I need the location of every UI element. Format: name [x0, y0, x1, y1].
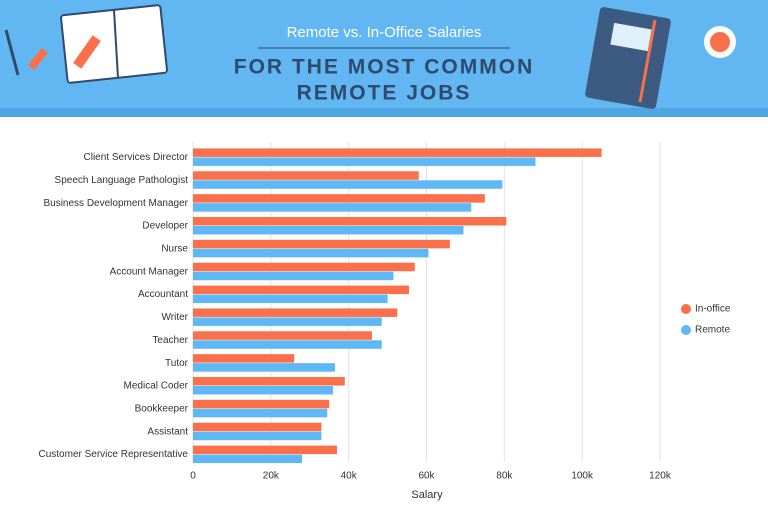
legend-label: Remote: [695, 325, 730, 336]
bar: [193, 271, 394, 281]
x-axis-label: Salary: [411, 489, 443, 501]
bar: [193, 399, 330, 409]
chart-title: Remote vs. In-Office Salaries: [287, 24, 482, 41]
x-tick-label: 40k: [341, 471, 358, 482]
chart-subtitle: REMOTE JOBS: [297, 82, 472, 105]
y-tick-label: Bookkeeper: [135, 403, 189, 414]
y-tick-label: Teacher: [152, 335, 188, 346]
y-tick-label: Business Development Manager: [43, 198, 188, 209]
bar: [193, 354, 295, 363]
bar: [193, 422, 322, 432]
x-tick-label: 20k: [263, 471, 280, 482]
bar: [193, 217, 507, 226]
decor-book: [585, 7, 736, 109]
bar: [193, 340, 382, 349]
x-tick-label: 120k: [649, 471, 672, 482]
bar: [193, 386, 334, 395]
bar: [193, 377, 345, 386]
bar: [193, 294, 388, 304]
x-tick-label: 100k: [571, 471, 594, 482]
y-tick-label: Customer Service Representative: [38, 449, 188, 460]
x-tick-label: 60k: [418, 471, 435, 482]
y-tick-label: Tutor: [165, 358, 189, 369]
y-tick-label: Developer: [142, 221, 188, 232]
x-tick-label: 80k: [496, 471, 513, 482]
bar: [193, 408, 328, 418]
bar: [193, 262, 415, 272]
bar: [193, 239, 450, 249]
y-tick-label: Assistant: [147, 426, 188, 437]
bar: [193, 331, 373, 340]
bar: [193, 171, 419, 180]
legend-label: In-office: [695, 304, 731, 315]
legend-swatch: [681, 304, 691, 314]
bar: [193, 203, 472, 212]
y-tick-label: Accountant: [138, 289, 188, 300]
bar: [193, 308, 398, 317]
bar: [193, 180, 503, 189]
bar: [193, 194, 485, 203]
bar: [193, 248, 429, 258]
bar: [193, 148, 602, 157]
header-shadow: [0, 108, 768, 117]
decor-notebook: [4, 4, 168, 84]
y-tick-label: Nurse: [161, 243, 188, 254]
bar: [193, 363, 336, 372]
y-tick-label: Account Manager: [110, 266, 189, 277]
y-tick-label: Speech Language Pathologist: [55, 175, 189, 186]
y-tick-label: Writer: [162, 312, 189, 323]
bar: [193, 317, 382, 326]
bar: [193, 431, 322, 441]
y-tick-label: Client Services Director: [84, 152, 189, 163]
legend-swatch: [681, 325, 691, 335]
bar: [193, 285, 409, 295]
bar: [193, 454, 302, 464]
bar: [193, 226, 464, 235]
chart-subtitle: FOR THE MOST COMMON: [234, 56, 534, 79]
x-tick-label: 0: [190, 471, 196, 482]
bar: [193, 445, 337, 455]
bar: [193, 157, 536, 166]
y-tick-label: Medical Coder: [124, 381, 189, 392]
